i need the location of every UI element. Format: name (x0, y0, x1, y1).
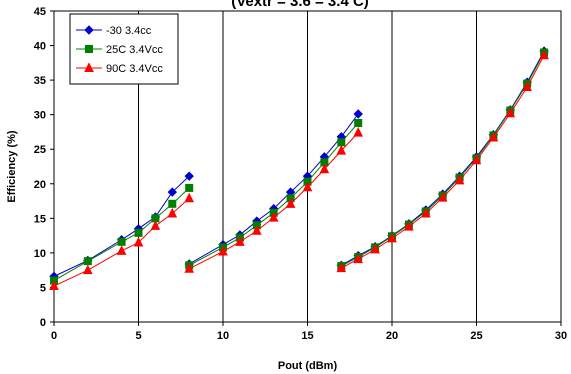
y-tick-label: 35 (34, 75, 46, 87)
legend-label: 25C 3.4Vcc (106, 44, 163, 56)
y-tick-label: 30 (34, 110, 46, 122)
x-tick-label: 25 (470, 330, 482, 342)
y-tick-label: 40 (34, 41, 46, 53)
chart-title: (Vextr = 3.6 = 3.4 C) (231, 0, 369, 10)
y-tick-label: 0 (40, 317, 46, 329)
x-tick-label: 15 (301, 330, 313, 342)
x-tick-label: 10 (217, 330, 229, 342)
legend-label: 90C 3.4Vcc (106, 63, 163, 75)
y-tick-label: 45 (34, 6, 46, 18)
x-tick-label: 5 (135, 330, 141, 342)
data-point (355, 119, 362, 126)
x-tick-label: 20 (386, 330, 398, 342)
y-axis-title: Efficiency (%) (6, 130, 18, 202)
x-axis-title: Pout (dBm) (278, 360, 338, 372)
data-point (186, 184, 193, 191)
legend-marker (86, 46, 93, 53)
x-tick-label: 30 (555, 330, 567, 342)
y-tick-label: 20 (34, 179, 46, 191)
data-point (118, 238, 125, 245)
y-tick-label: 10 (34, 248, 46, 260)
y-tick-label: 5 (40, 282, 46, 294)
legend: -30 3.4cc 25C 3.4Vcc 90C 3.4Vcc (70, 14, 178, 84)
x-tick-label: 0 (51, 330, 57, 342)
data-point (84, 258, 91, 265)
data-point (169, 200, 176, 207)
legend-label: -30 3.4cc (106, 25, 152, 37)
y-tick-label: 15 (34, 213, 46, 225)
y-tick-label: 25 (34, 144, 46, 156)
data-point (338, 139, 345, 146)
data-point (135, 229, 142, 236)
